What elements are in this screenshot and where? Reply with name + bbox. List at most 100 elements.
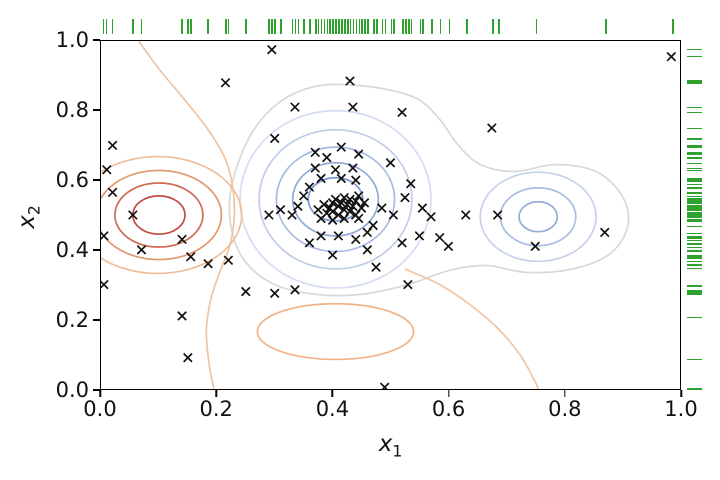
scatter-point [353,149,364,159]
y-tick: 1.0 [56,28,100,52]
rug-tick-x [314,19,317,34]
scatter-point [460,210,471,220]
y-axis-label: x2 [7,182,51,252]
scatter-point [400,192,410,203]
rug-tick-y [687,157,702,159]
scatter-point [330,194,341,205]
y-tick-label: 1.0 [55,28,89,52]
rug-tick-x [181,19,183,34]
x-tick-mark [215,390,217,397]
scatter-point [492,210,503,220]
y-tick-label: 0.0 [55,378,89,402]
scatter-point [339,205,349,215]
scatter-point [426,211,436,222]
scatter-point [316,231,326,241]
rug-tick-x [280,19,282,34]
rug-tick-x [323,19,326,34]
scatter-point [371,262,381,272]
rug-tick-y [687,225,702,228]
y-tick-mark [93,179,100,181]
x-tick: 0.0 [83,390,117,421]
rug-tick-x [187,19,189,34]
y-axis-label-sub: 2 [24,205,44,216]
rug-tick-y [687,80,702,82]
rug-tick-x [419,19,422,34]
rug-tick-y [687,187,702,189]
rug-tick-y [687,153,702,156]
rug-tick-x [303,19,305,34]
rug-tick-y [687,146,702,149]
scatter-point [348,102,358,112]
rug-tick-x [102,19,105,34]
scatter-point [128,210,138,220]
contour-line [114,182,204,248]
rug-tick-y [687,197,702,200]
scatter-point [220,77,231,88]
scatter-point [342,199,352,210]
rug-tick-x [361,19,364,34]
rug-tick-x [329,19,332,34]
rug-tick-x [268,19,271,34]
scatter-point [185,251,196,262]
contour-scatter-plot [101,41,677,389]
rug-tick-x [335,19,337,34]
rug-tick-x [390,19,393,34]
x-tick: 0.2 [199,390,233,421]
rug-tick-x [431,19,433,34]
scatter-point [319,199,329,210]
scatter-point [397,238,407,248]
scatter-point [304,238,315,248]
y-tick-mark [93,109,100,111]
scatter-point [269,288,280,299]
scatter-point [350,234,361,245]
rug-tick-x [535,19,538,34]
x-axis-label-sub: 1 [392,441,403,461]
x-tick-label: 0.6 [431,397,466,421]
scatter-point [203,258,213,269]
scatter-point [666,51,677,62]
x-tick-mark [447,390,450,397]
rug-tick-x [410,19,413,34]
y-tick: 0.2 [56,308,100,332]
rug-tick-x [381,19,384,34]
scatter-point [359,198,370,208]
rug-tick-x [227,19,230,34]
rug-tick-x [393,19,395,34]
rug-tick-y [687,204,702,207]
right-rug [687,40,702,390]
rug-tick-x [355,19,358,34]
rug-tick-x [402,19,404,34]
x-axis-label: x1 [100,431,681,461]
rug-tick-y [687,202,702,205]
rug-tick-x [344,19,346,34]
scatter-point [322,152,332,163]
rug-tick-x [131,19,134,34]
x-tick-mark [680,390,682,397]
scatter-point [264,210,274,220]
top-rug [100,19,681,34]
rug-tick-y [687,236,702,238]
contour-line [404,268,539,389]
scatter-point [414,231,425,241]
scatter-point [530,241,541,252]
rug-tick-x [605,19,608,34]
rug-tick-y [687,264,702,266]
scatter-point [290,285,300,295]
rug-tick-y [687,246,702,249]
rug-tick-x [672,19,674,34]
contour-line [256,302,415,361]
rug-tick-y [687,250,702,252]
scatter-point [290,102,300,112]
contour-line [101,169,223,261]
rug-tick-x [405,19,407,34]
y-tick-mark [93,39,100,41]
rug-tick-x [358,19,361,34]
rug-tick-y [687,316,702,319]
rug-tick-y [687,199,702,201]
y-tick-label: 0.4 [55,238,89,262]
scatter-point [377,203,387,213]
scatter-point [310,147,321,158]
rug-tick-y [687,106,702,109]
rug-tick-x [320,19,323,34]
